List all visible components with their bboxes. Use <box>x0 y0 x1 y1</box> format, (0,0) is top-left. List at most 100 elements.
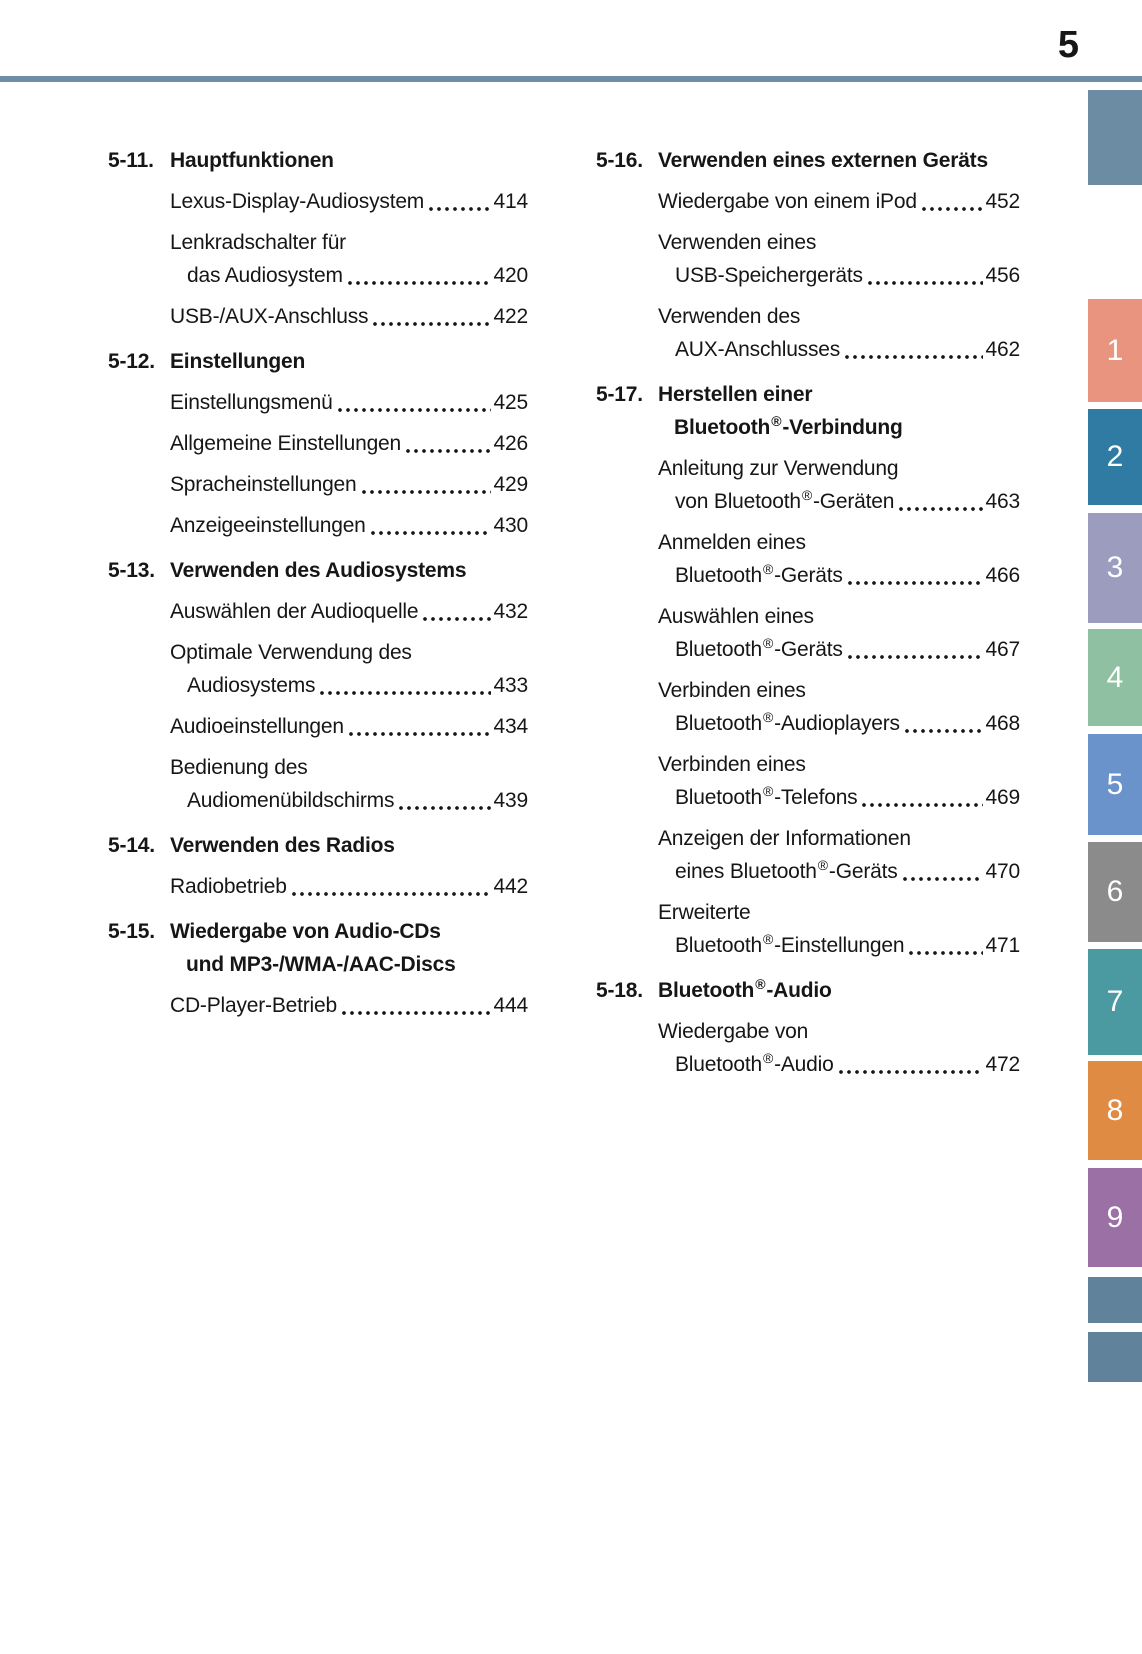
label-part: -Audioplayers <box>774 712 900 735</box>
toc-heading: 5-12. Einstellungen <box>108 349 528 375</box>
toc-entry-label: Allgemeine Einstellungen <box>170 432 402 455</box>
toc-page-ref: 469 <box>985 786 1021 809</box>
section-title: Bluetooth®-Verbindung <box>674 414 903 441</box>
chapter-tab-blank-bottom-2 <box>1088 1332 1142 1382</box>
chapter-tab-label: 8 <box>1106 1093 1124 1127</box>
label-part: -Audio <box>774 1053 834 1076</box>
toc-entry-label: Bluetooth®-Geräts <box>675 635 843 663</box>
toc-entry-label: Wiedergabe von einem iPod <box>658 190 917 213</box>
registered-trademark: ® <box>762 635 774 651</box>
toc-entry: USB-/AUX-Anschluss 422 <box>108 304 528 330</box>
chapter-tab-blank-top <box>1088 90 1142 185</box>
label-part: -Geräts <box>828 860 898 883</box>
toc-entry-label: von Bluetooth®-Geräten <box>675 487 894 515</box>
toc-entry-continuation: das Audiosystem 420 <box>108 263 528 289</box>
toc-entry-label: Radiobetrieb <box>170 875 287 898</box>
toc-page-ref: 432 <box>493 600 529 623</box>
toc-entry-label: Lexus-Display-Audiosystem <box>170 190 425 213</box>
toc-entry-label: AUX-Anschlusses <box>675 338 841 361</box>
toc-entry-label: Bluetooth®-Telefons <box>675 783 858 811</box>
chapter-tab-blank-bottom-1 <box>1088 1277 1142 1323</box>
toc-entry-label: Verwenden des <box>658 305 801 328</box>
dot-leader <box>347 281 491 285</box>
toc-entry-label: Bluetooth®-Audioplayers <box>675 710 900 737</box>
section-title: und MP3-/WMA-/AAC-Discs <box>186 953 456 976</box>
chapter-tab-label: 5 <box>1106 767 1124 801</box>
toc-heading: 5-17. Herstellen einer <box>596 382 1020 408</box>
section-title: Verwenden des Audiosystems <box>170 559 467 582</box>
label-part: Bluetooth <box>675 934 762 957</box>
toc-entry: Verwenden des <box>596 304 1020 330</box>
registered-trademark: ® <box>762 931 774 947</box>
chapter-tab-7: 7 <box>1088 949 1142 1055</box>
section-title: Hauptfunktionen <box>170 149 334 172</box>
toc-entry: Auswählen der Audioquelle 432 <box>108 599 528 625</box>
dot-leader <box>867 281 983 285</box>
toc-page-ref: 414 <box>493 190 529 213</box>
chapter-tab-label: 4 <box>1106 660 1124 694</box>
dot-leader <box>320 691 491 695</box>
chapter-tab-8: 8 <box>1088 1061 1142 1160</box>
toc-entry: Wiedergabe von <box>596 1019 1020 1045</box>
toc-entry-label: eines Bluetooth®-Geräts <box>675 858 898 885</box>
toc-entry: Auswählen eines <box>596 604 1020 630</box>
chapter-tab-9: 9 <box>1088 1168 1142 1267</box>
label-part: Bluetooth <box>675 638 762 661</box>
dot-leader <box>862 803 983 807</box>
toc-entry-label: Bedienung des <box>170 756 308 779</box>
toc-page-ref: 466 <box>985 564 1021 587</box>
toc-entry-label: Bluetooth®-Audio <box>675 1051 834 1078</box>
section-title: Herstellen einer <box>658 383 813 406</box>
toc-heading: 5-18. Bluetooth®-Audio <box>596 977 1020 1004</box>
toc-entry-label: Anzeigen der Informationen <box>658 827 911 850</box>
section-number: 5-11. <box>108 149 154 172</box>
toc-entry-label: Anmelden eines <box>658 531 806 554</box>
label-part: eines Bluetooth <box>675 860 817 883</box>
toc-entry: Anzeigen der Informationen <box>596 826 1020 852</box>
toc-page-ref: 452 <box>985 190 1021 213</box>
section-title: Einstellungen <box>170 350 306 373</box>
toc-entry: Allgemeine Einstellungen 426 <box>108 431 528 457</box>
toc-entry-label: USB-/AUX-Anschluss <box>170 305 369 328</box>
toc-entry-continuation: AUX-Anschlusses 462 <box>596 337 1020 363</box>
toc-page-ref: 463 <box>985 490 1021 513</box>
toc-entry-label: Auswählen der Audioquelle <box>170 600 419 623</box>
toc-heading: 5-13. Verwenden des Audiosystems <box>108 558 528 584</box>
toc-column-right: 5-16. Verwenden eines externen Geräts Wi… <box>596 148 1020 1078</box>
toc-entry: Verwenden eines <box>596 230 1020 256</box>
label-part: -Einstellungen <box>774 934 905 957</box>
toc-entry-label: das Audiosystem <box>187 264 343 287</box>
toc-heading: 5-11. Hauptfunktionen <box>108 148 528 174</box>
toc-page-ref: 470 <box>985 860 1021 883</box>
toc-entry-continuation: Bluetooth®-Einstellungen 471 <box>596 931 1021 959</box>
toc-entry: Verbinden eines <box>596 678 1020 704</box>
dot-leader <box>373 322 491 326</box>
toc-page-ref: 472 <box>985 1053 1021 1076</box>
dot-leader <box>845 355 983 359</box>
registered-trademark: ® <box>762 561 774 577</box>
dot-leader <box>370 531 491 535</box>
toc-entry-continuation: Audiosystems 433 <box>108 673 528 699</box>
dot-leader <box>902 877 983 881</box>
toc-entry: Lexus-Display-Audiosystem 414 <box>108 189 528 215</box>
toc-entry-label: USB-Speichergeräts <box>675 264 863 287</box>
dot-leader <box>429 207 491 211</box>
registered-trademark: ® <box>762 783 774 799</box>
toc-page-ref: 434 <box>493 715 529 738</box>
label-part: Bluetooth <box>658 979 755 1002</box>
chapter-tab-label: 3 <box>1106 551 1124 584</box>
label-part: -Verbindung <box>782 416 903 439</box>
toc-page-ref: 471 <box>985 934 1021 957</box>
toc-page-ref: 426 <box>493 432 529 455</box>
registered-trademark: ® <box>801 487 812 503</box>
toc-entry: Lenkradschalter für <box>108 230 528 256</box>
toc-entry-label: Auswählen eines <box>658 605 814 628</box>
toc-heading-continuation: und MP3-/WMA-/AAC-Discs <box>108 952 528 978</box>
dot-leader <box>348 732 491 736</box>
toc-entry-continuation: Bluetooth®-Geräts 466 <box>596 561 1021 589</box>
label-part: -Geräts <box>774 638 843 661</box>
toc-page-ref: 433 <box>493 674 529 697</box>
chapter-tab-2: 2 <box>1088 409 1142 505</box>
toc-entry-label: Verwenden eines <box>658 231 817 254</box>
